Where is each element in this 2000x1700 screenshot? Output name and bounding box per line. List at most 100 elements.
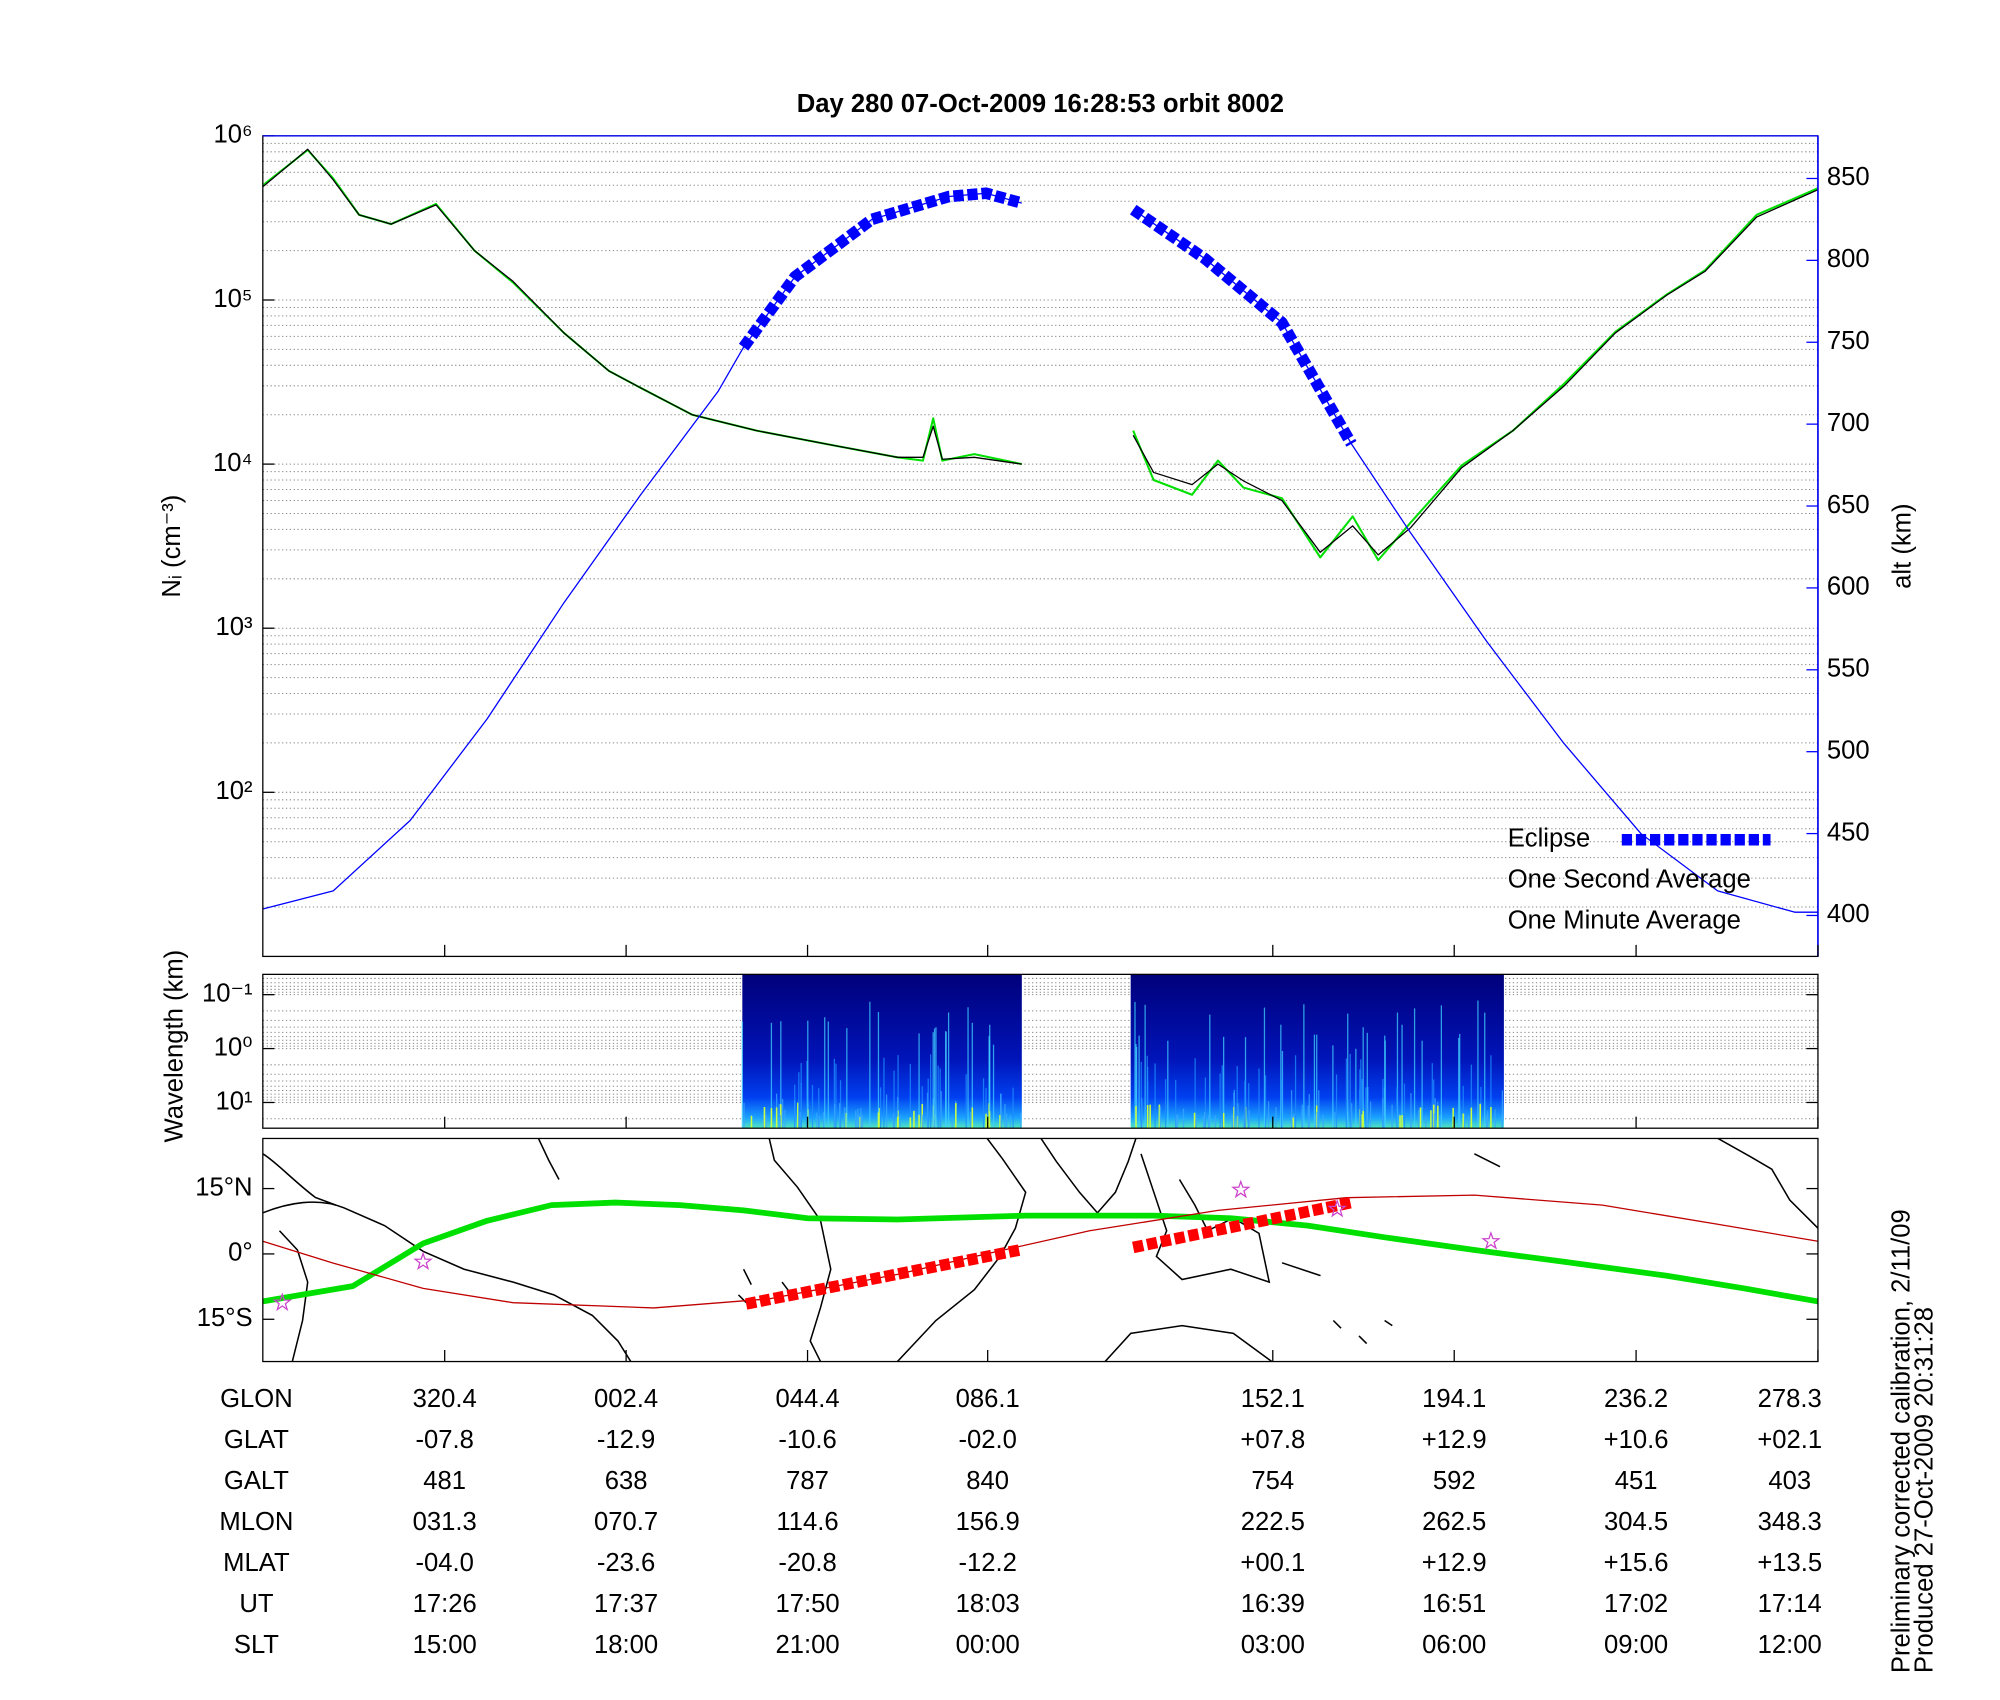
table-cell: 15:00 bbox=[413, 1631, 477, 1659]
star-marker bbox=[1327, 1198, 1347, 1218]
y2-tick-label: 650 bbox=[1827, 491, 1870, 519]
table-cell: 638 bbox=[605, 1467, 648, 1495]
density-line bbox=[262, 148, 1818, 556]
table-cell: 18:03 bbox=[956, 1590, 1020, 1618]
y2-tick-label: 750 bbox=[1827, 327, 1870, 355]
table-cell: 18:00 bbox=[594, 1631, 658, 1659]
table-cell: 16:51 bbox=[1422, 1590, 1486, 1618]
footnote: Produced 27-Oct-2009 20:31:28 bbox=[1910, 1307, 1938, 1673]
coastline bbox=[1140, 1153, 1271, 1284]
table-row-label: GALT bbox=[224, 1467, 289, 1495]
table-cell: 086.1 bbox=[956, 1385, 1020, 1413]
plot-area bbox=[262, 1179, 1818, 1312]
y2-tick-label: 400 bbox=[1827, 900, 1870, 928]
table-cell: +12.9 bbox=[1422, 1426, 1487, 1454]
table-cell: 840 bbox=[966, 1467, 1009, 1495]
coastline bbox=[1717, 1138, 1818, 1229]
table-cell: 044.4 bbox=[775, 1385, 839, 1413]
y2-tick-label: 700 bbox=[1827, 409, 1870, 437]
star-marker bbox=[413, 1251, 433, 1271]
table-cell: -10.6 bbox=[778, 1426, 836, 1454]
table-cell: -04.0 bbox=[415, 1549, 473, 1577]
table-cell: 17:50 bbox=[775, 1590, 839, 1618]
table-cell: 17:26 bbox=[413, 1590, 477, 1618]
table-cell: 00:00 bbox=[956, 1631, 1020, 1659]
y2-tick-label: 550 bbox=[1827, 655, 1870, 683]
table-cell: 03:00 bbox=[1241, 1631, 1305, 1659]
y-axis-label: Nᵢ (cm⁻³) bbox=[158, 495, 186, 598]
y-tick-label: 0° bbox=[228, 1239, 253, 1267]
table-cell: 114.6 bbox=[776, 1508, 838, 1536]
y-tick-label: 10⁻¹ bbox=[202, 979, 253, 1007]
plot-frame bbox=[262, 973, 1819, 1129]
y-tick-label: 10¹ bbox=[216, 1087, 253, 1115]
table-row-label: SLT bbox=[234, 1631, 279, 1659]
dip-equator-line bbox=[262, 1199, 1818, 1305]
table-row-label: GLAT bbox=[224, 1426, 289, 1454]
table-cell: +12.9 bbox=[1422, 1549, 1487, 1577]
plot-area bbox=[741, 974, 1504, 1129]
table-cell: 152.1 bbox=[1241, 1385, 1305, 1413]
table-cell: -20.8 bbox=[778, 1549, 836, 1577]
legend-label: Eclipse bbox=[1508, 825, 1591, 853]
table-cell: 481 bbox=[423, 1467, 466, 1495]
table-cell: +02.1 bbox=[1757, 1426, 1822, 1454]
table-cell: +10.6 bbox=[1604, 1426, 1669, 1454]
legend-label: One Minute Average bbox=[1508, 907, 1741, 935]
table-cell: 348.3 bbox=[1758, 1508, 1822, 1536]
table-cell: 070.7 bbox=[594, 1508, 658, 1536]
table-cell: 787 bbox=[786, 1467, 829, 1495]
table-cell: +00.1 bbox=[1240, 1549, 1305, 1577]
y2-tick-label: 600 bbox=[1827, 573, 1870, 601]
table-cell: 17:37 bbox=[594, 1590, 658, 1618]
y-tick-label: 10⁴ bbox=[213, 449, 253, 477]
plot-area bbox=[262, 148, 1818, 913]
table-cell: -12.2 bbox=[958, 1549, 1016, 1577]
table-cell: 21:00 bbox=[775, 1631, 839, 1659]
table-cell: 12:00 bbox=[1758, 1631, 1822, 1659]
plot-area bbox=[262, 977, 1818, 1120]
coastline bbox=[278, 1230, 309, 1362]
table-cell: -07.8 bbox=[415, 1426, 473, 1454]
coastline bbox=[1281, 1153, 1501, 1345]
table-row-label: GLON bbox=[220, 1385, 293, 1413]
table-cell: 222.5 bbox=[1241, 1508, 1305, 1536]
y2-tick-label: 850 bbox=[1827, 163, 1870, 191]
y-tick-label: 10² bbox=[216, 777, 254, 805]
table-row-label: MLON bbox=[219, 1508, 293, 1536]
y-tick-label: 10⁰ bbox=[214, 1033, 253, 1061]
plot-frame bbox=[262, 1137, 1819, 1363]
table-cell: 17:14 bbox=[1758, 1590, 1822, 1618]
y-tick-label: 15°S bbox=[197, 1304, 253, 1332]
coastline bbox=[262, 1201, 632, 1362]
legend-label: One Second Average bbox=[1508, 866, 1751, 894]
y-tick-label: 15°N bbox=[195, 1173, 252, 1201]
table-cell: -02.0 bbox=[958, 1426, 1016, 1454]
coastline bbox=[768, 1138, 832, 1362]
table-cell: -12.9 bbox=[597, 1426, 655, 1454]
y-tick-label: 10⁵ bbox=[213, 285, 252, 313]
y-tick-label: 10³ bbox=[216, 613, 254, 641]
table-cell: 06:00 bbox=[1422, 1631, 1486, 1659]
eclipse-line bbox=[738, 187, 1357, 447]
star-marker bbox=[1231, 1179, 1251, 1199]
table-cell: +15.6 bbox=[1604, 1549, 1669, 1577]
coastline bbox=[537, 1138, 560, 1180]
table-cell: 194.1 bbox=[1422, 1385, 1486, 1413]
table-cell: 09:00 bbox=[1604, 1631, 1668, 1659]
table-cell: 592 bbox=[1433, 1467, 1476, 1495]
y2-tick-label: 500 bbox=[1827, 736, 1870, 764]
table-cell: 320.4 bbox=[413, 1385, 477, 1413]
table-cell: 754 bbox=[1251, 1467, 1294, 1495]
table-cell: +07.8 bbox=[1240, 1426, 1305, 1454]
table-cell: 002.4 bbox=[594, 1385, 658, 1413]
table-cell: 156.9 bbox=[956, 1508, 1020, 1536]
eclipse-track bbox=[745, 1196, 1353, 1310]
table-cell: 278.3 bbox=[1758, 1385, 1822, 1413]
star-marker bbox=[272, 1292, 292, 1312]
table-cell: 451 bbox=[1615, 1467, 1658, 1495]
y-tick-label: 10⁶ bbox=[214, 121, 253, 149]
